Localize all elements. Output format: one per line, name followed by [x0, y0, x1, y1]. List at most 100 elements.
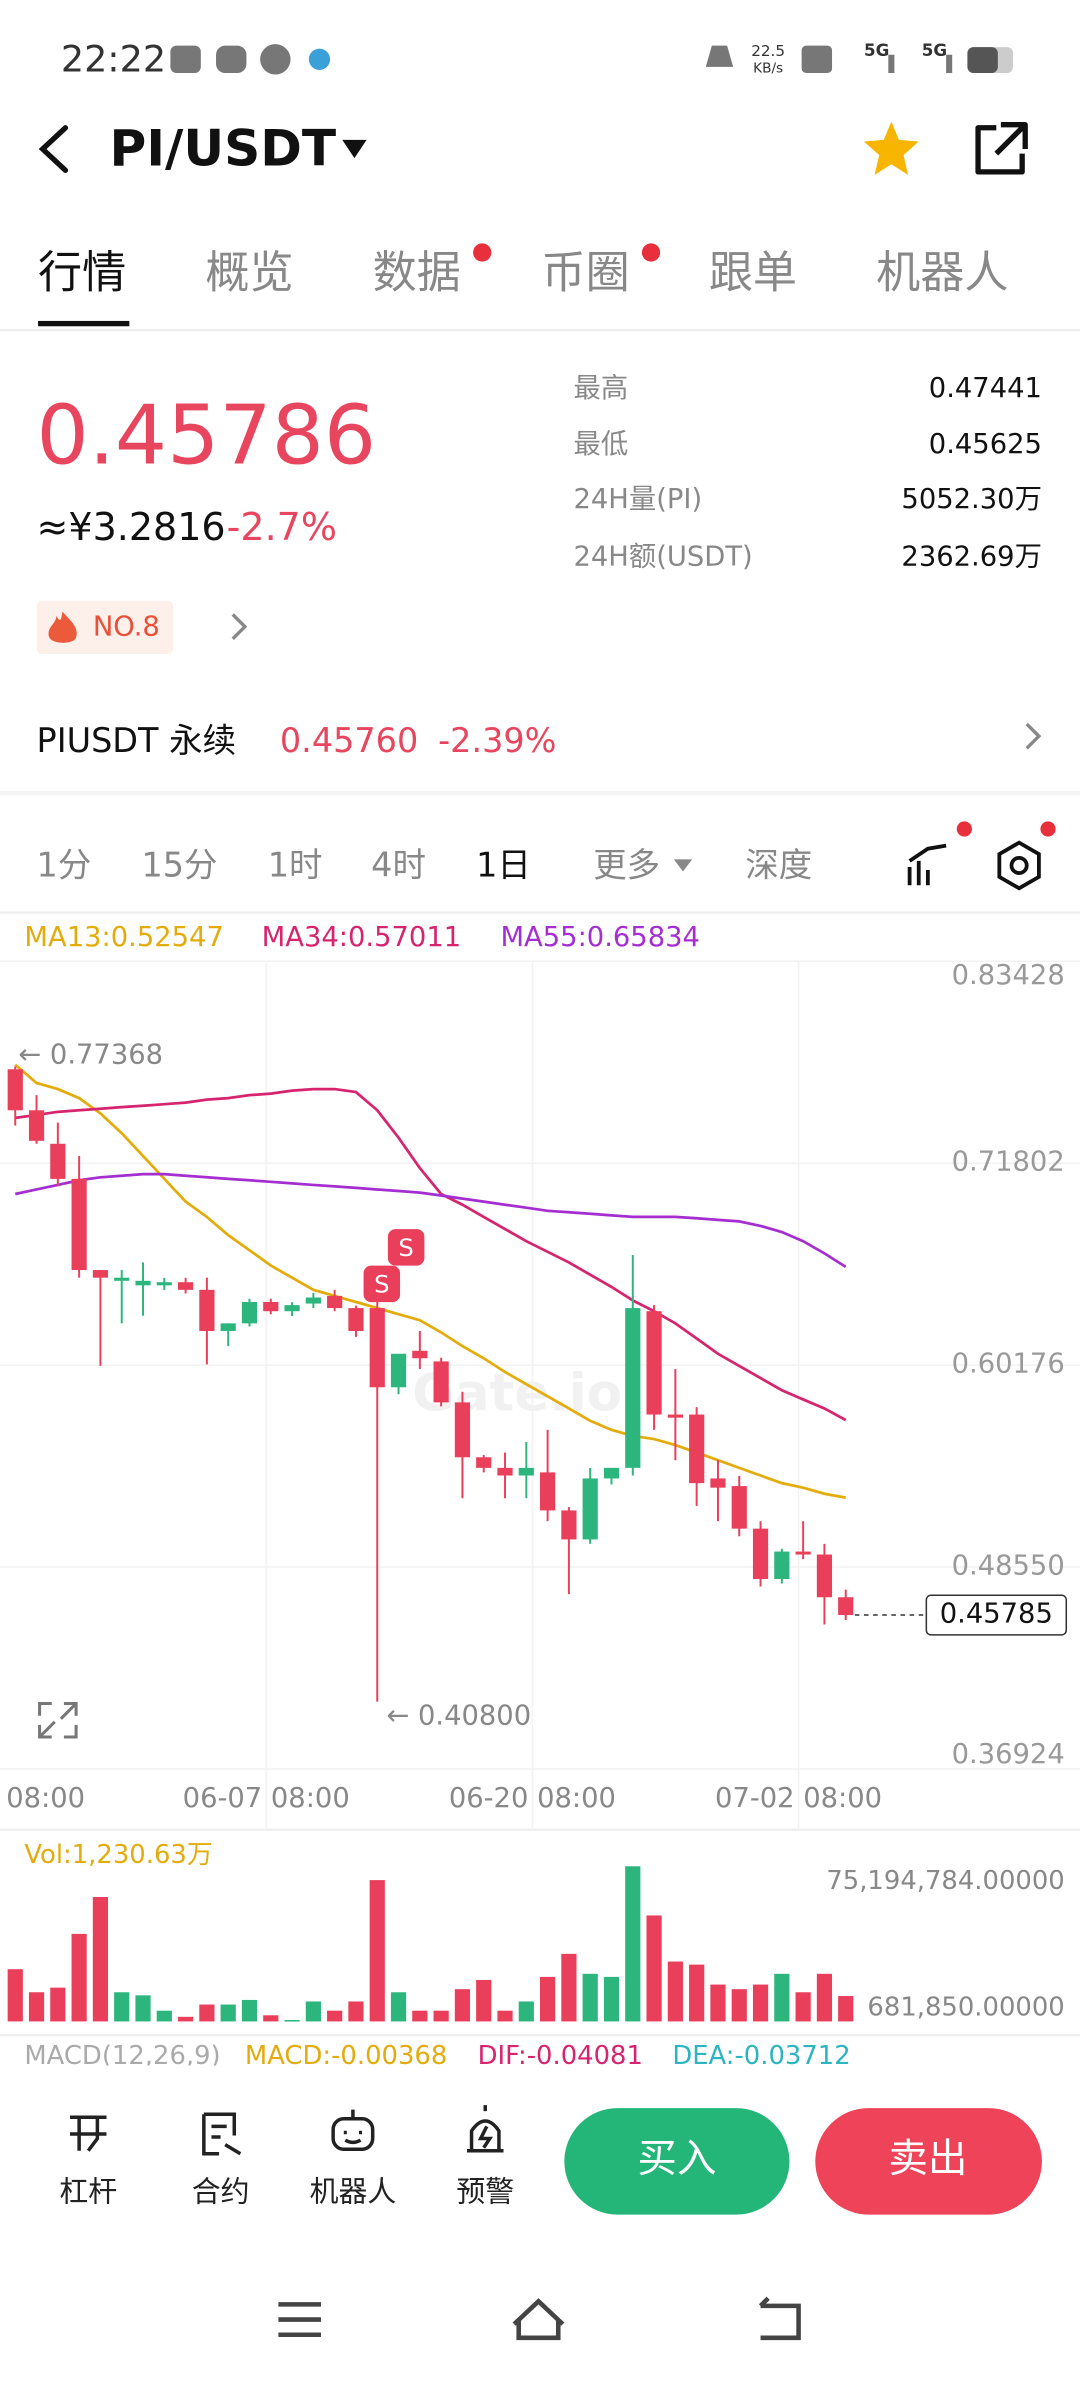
candle-body — [7, 1069, 23, 1111]
volume-bar — [390, 1992, 407, 2022]
candle-body — [476, 1457, 492, 1468]
candle-body — [327, 1295, 343, 1309]
perpetual-change: -2.39% — [438, 721, 556, 760]
notice-dot — [641, 243, 661, 262]
candle-body — [752, 1528, 769, 1580]
signal-marker — [363, 1265, 401, 1303]
pair-title[interactable]: PI/USDT — [110, 119, 337, 178]
share-button[interactable] — [975, 122, 1028, 175]
candle-body — [199, 1289, 215, 1332]
volume-bar — [348, 2001, 364, 2022]
volume-bar — [731, 1989, 747, 2022]
volume-bar — [220, 2004, 236, 2022]
stat-value: 0.45625 — [929, 429, 1042, 460]
volume-bar — [476, 1979, 492, 2022]
tab[interactable]: 机器人 — [876, 247, 1008, 298]
candle-body — [603, 1467, 620, 1479]
perpetual-name[interactable]: PIUSDT 永续 — [37, 721, 237, 760]
notice-dot — [1040, 821, 1056, 837]
candle-body — [177, 1282, 194, 1290]
y-tick-label: 0.71802 — [952, 1147, 1065, 1178]
candle-body — [540, 1472, 556, 1511]
pair-dropdown[interactable] — [342, 139, 367, 159]
volume-bar — [518, 2001, 534, 2022]
favorite-star[interactable] — [863, 121, 919, 175]
menu-button[interactable] — [278, 2302, 321, 2338]
tab[interactable]: 数据 — [373, 247, 461, 298]
y-tick-label: 0.60176 — [952, 1349, 1065, 1380]
interval-option[interactable]: 深度 — [745, 845, 812, 884]
volume-tick-label: 75,194,784.00000 — [826, 1866, 1064, 1896]
net-unit: KB/s — [753, 60, 783, 76]
x-tick-label: 06-07 08:00 — [183, 1783, 350, 1814]
perpetual-price: 0.45760 — [280, 721, 418, 760]
signal-label: S — [374, 1269, 389, 1298]
buy-button[interactable] — [564, 2108, 790, 2215]
tab-indicator — [38, 320, 130, 327]
alert-icon[interactable] — [466, 2105, 504, 2153]
chevron[interactable] — [231, 613, 248, 641]
toolbar-label[interactable]: 机器人 — [310, 2174, 397, 2208]
volume-bar — [177, 2016, 194, 2022]
leverage-icon[interactable] — [70, 2115, 107, 2152]
buy-label[interactable]: 买入 — [637, 2136, 716, 2182]
tab[interactable]: 跟单 — [709, 247, 797, 298]
volume-bar — [50, 1987, 66, 2022]
toolbar-label[interactable]: 杠杆 — [59, 2174, 117, 2208]
sell-button[interactable] — [815, 2108, 1042, 2215]
x-tick-label: 06-20 08:00 — [449, 1783, 616, 1814]
interval-option[interactable]: 15分 — [141, 845, 217, 884]
toolbar-label[interactable]: 合约 — [192, 2174, 250, 2208]
candle-body — [263, 1302, 279, 1312]
hd-icon — [801, 45, 833, 74]
volume-bar — [603, 1976, 620, 2022]
interval-option[interactable]: 4时 — [371, 845, 426, 884]
sell-label[interactable]: 卖出 — [888, 2136, 967, 2182]
interval-option[interactable]: 1分 — [37, 845, 92, 884]
home-button[interactable] — [512, 2298, 565, 2341]
candle-body — [284, 1305, 300, 1312]
candle-body — [689, 1414, 705, 1484]
interval-option[interactable]: 1日 — [476, 845, 531, 884]
settings-button[interactable] — [997, 840, 1041, 891]
fullscreen-button[interactable] — [38, 1702, 78, 1739]
volume-bar — [582, 1973, 598, 2022]
toolbar-label[interactable]: 预警 — [456, 2174, 514, 2208]
chevron[interactable] — [1025, 722, 1042, 750]
candle-body — [28, 1110, 45, 1141]
volume-bar — [199, 2004, 215, 2022]
dropdown-arrow — [673, 859, 693, 872]
interval-option[interactable]: 更多 — [593, 845, 660, 884]
last-price-label: 0.45785 — [940, 1599, 1053, 1630]
candle-body — [92, 1270, 109, 1278]
price-change: -2.7% — [227, 505, 337, 549]
volume-bar — [327, 2010, 343, 2022]
back-button[interactable] — [38, 125, 69, 174]
y-tick-label: 0.48550 — [952, 1551, 1065, 1582]
volume-bar — [540, 1976, 556, 2022]
candle-body — [816, 1554, 833, 1598]
indicator-button[interactable] — [907, 843, 947, 886]
candle-body — [220, 1323, 236, 1332]
volume-bar — [241, 1999, 258, 2022]
candle-body — [390, 1353, 407, 1388]
settings-button — [1009, 855, 1029, 875]
tab[interactable]: 币圈 — [542, 247, 630, 298]
status-time: 22:22 — [61, 37, 166, 80]
tab[interactable]: 概览 — [205, 247, 293, 298]
volume-bar — [646, 1915, 662, 2022]
stat-value: 2362.69万 — [901, 542, 1041, 573]
tab[interactable]: 行情 — [38, 247, 126, 298]
contract-icon[interactable] — [202, 2112, 242, 2156]
candle-body — [156, 1282, 172, 1286]
interval-option[interactable]: 1时 — [268, 845, 323, 884]
nav-bar — [278, 2296, 801, 2341]
y-tick-label: 0.36924 — [952, 1739, 1065, 1770]
candle-body — [348, 1308, 364, 1332]
y-tick-label: 0.83428 — [952, 960, 1065, 991]
volume-bar — [7, 1969, 23, 2022]
back-nav-button[interactable] — [758, 2296, 801, 2341]
candle-body — [667, 1414, 683, 1418]
